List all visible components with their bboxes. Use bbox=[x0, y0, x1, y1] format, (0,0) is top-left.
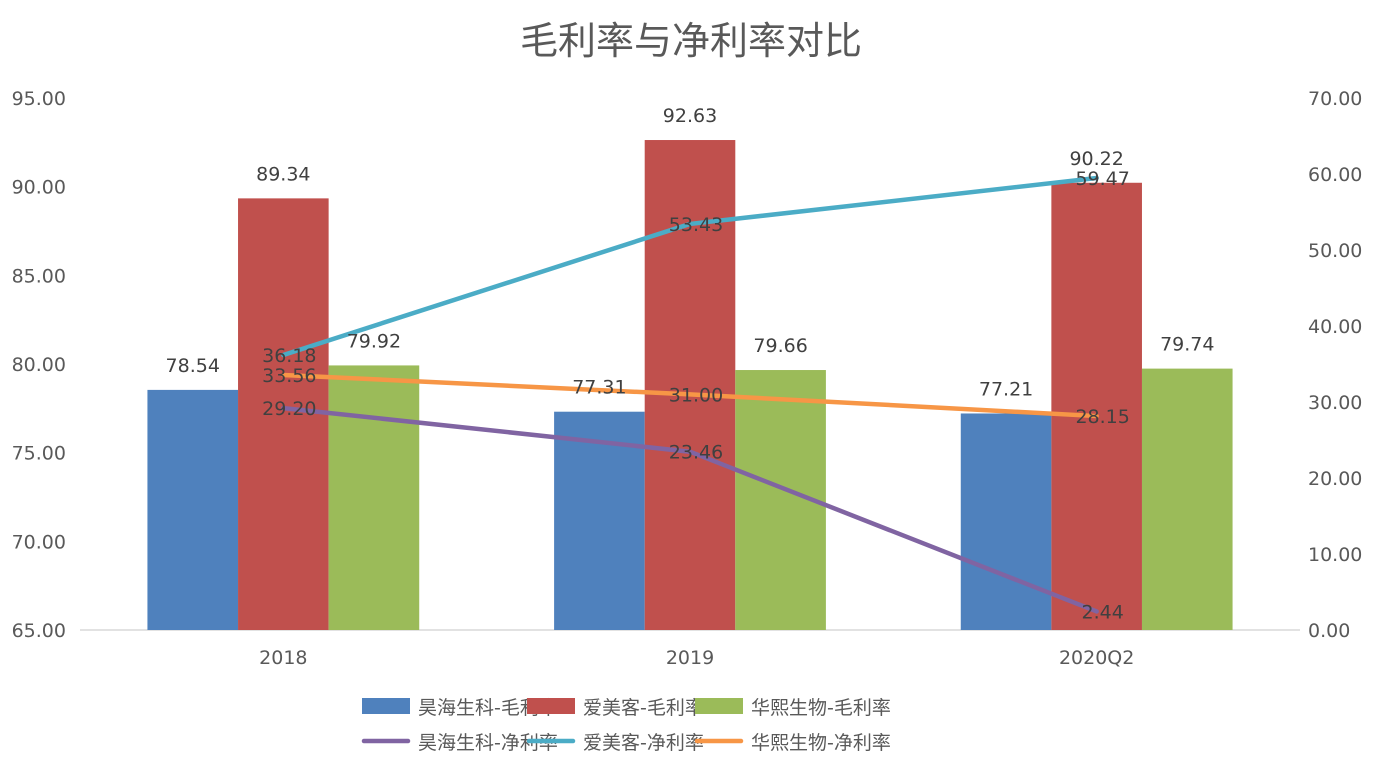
right-axis-tick-label: 70.00 bbox=[1308, 88, 1362, 110]
left-axis-tick-label: 65.00 bbox=[12, 620, 66, 642]
left-axis-tick-label: 80.00 bbox=[12, 354, 66, 376]
line-data-label: 28.15 bbox=[1075, 406, 1129, 428]
x-axis-tick-label: 2019 bbox=[666, 647, 714, 669]
bar bbox=[960, 413, 1052, 630]
bar bbox=[147, 389, 239, 630]
bar bbox=[554, 411, 645, 630]
chart-title: 毛利率与净利率对比 bbox=[520, 19, 862, 63]
right-axis-tick-label: 30.00 bbox=[1308, 392, 1362, 414]
line-series bbox=[281, 372, 1099, 419]
left-axis-tick-label: 70.00 bbox=[12, 531, 66, 553]
legend-label: 昊海生科-毛利率 bbox=[418, 697, 558, 719]
bar bbox=[1141, 368, 1233, 630]
legend-label: 华熙生物-毛利率 bbox=[751, 697, 891, 719]
right-axis-tick-label: 50.00 bbox=[1308, 240, 1362, 262]
bar bbox=[328, 365, 420, 630]
line-series bbox=[281, 175, 1099, 358]
line-data-label: 29.20 bbox=[262, 398, 316, 420]
bar-data-label: 77.31 bbox=[572, 377, 626, 399]
bar-data-label: 79.74 bbox=[1160, 334, 1214, 356]
legend-label: 昊海生科-净利率 bbox=[418, 732, 558, 754]
legend-label: 爱美客-毛利率 bbox=[583, 697, 704, 719]
bar-data-label: 77.21 bbox=[979, 378, 1033, 400]
line-data-label: 53.43 bbox=[669, 214, 723, 236]
legend-swatch bbox=[527, 698, 575, 714]
bar bbox=[1051, 182, 1142, 631]
legend-label: 华熙生物-净利率 bbox=[751, 732, 891, 754]
right-axis-tick-label: 10.00 bbox=[1308, 544, 1362, 566]
line-data-label: 36.18 bbox=[262, 345, 316, 367]
bar-data-label: 92.63 bbox=[663, 105, 717, 127]
line-series bbox=[281, 405, 1099, 614]
left-axis-tick-label: 75.00 bbox=[12, 443, 66, 465]
bar-data-label: 89.34 bbox=[256, 163, 310, 185]
x-axis-tick-label: 2020Q2 bbox=[1059, 647, 1134, 669]
bar-data-label: 78.54 bbox=[166, 355, 220, 377]
legend-label: 爱美客-净利率 bbox=[583, 732, 704, 754]
legend-swatch bbox=[362, 698, 410, 714]
line-data-label: 59.47 bbox=[1075, 168, 1129, 190]
line-data-label: 2.44 bbox=[1082, 601, 1124, 623]
line-data-label: 23.46 bbox=[669, 442, 723, 464]
bar-data-label: 79.92 bbox=[347, 330, 401, 352]
right-axis-tick-label: 0.00 bbox=[1308, 620, 1350, 642]
x-axis-tick-label: 2018 bbox=[259, 647, 307, 669]
bar-data-label: 90.22 bbox=[1069, 148, 1123, 170]
left-axis-tick-label: 90.00 bbox=[12, 177, 66, 199]
line-data-label: 33.56 bbox=[262, 365, 316, 387]
right-axis-tick-label: 40.00 bbox=[1308, 316, 1362, 338]
left-axis-tick-label: 85.00 bbox=[12, 265, 66, 287]
right-axis-tick-label: 60.00 bbox=[1308, 164, 1362, 186]
left-axis-tick-label: 95.00 bbox=[12, 88, 66, 110]
bar-data-label: 79.66 bbox=[753, 335, 807, 357]
bar bbox=[238, 198, 329, 630]
line-data-label: 31.00 bbox=[669, 384, 723, 406]
legend-swatch bbox=[695, 698, 743, 714]
right-axis-tick-label: 20.00 bbox=[1308, 468, 1362, 490]
